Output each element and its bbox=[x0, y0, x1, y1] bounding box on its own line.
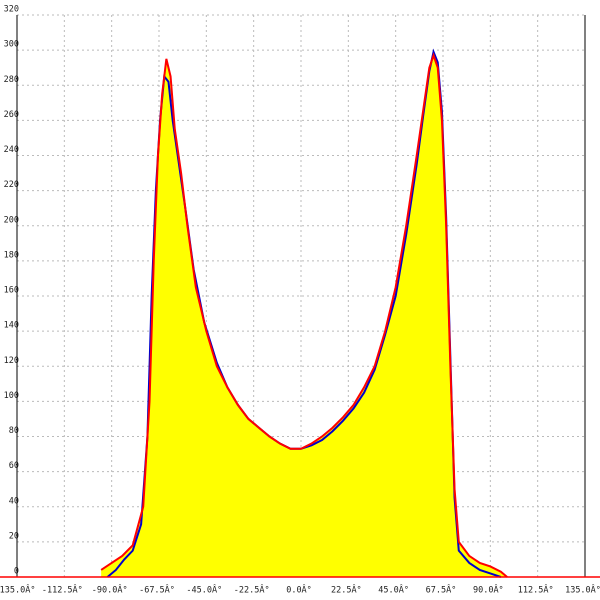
y-tick-label: 280 bbox=[4, 75, 19, 85]
y-tick-label: 20 bbox=[9, 531, 19, 541]
x-tick-label: -67.5Â° bbox=[139, 584, 175, 596]
x-tick-label: 22.5Â° bbox=[331, 584, 362, 596]
y-tick-label: 220 bbox=[4, 180, 19, 190]
y-tick-label: 140 bbox=[4, 321, 19, 331]
y-tick-label: 240 bbox=[4, 145, 19, 155]
area-fill bbox=[101, 55, 508, 578]
y-tick-label: 260 bbox=[4, 110, 19, 120]
y-tick-label: 120 bbox=[4, 356, 19, 366]
y-tick-label: 180 bbox=[4, 250, 19, 260]
y-tick-label: 60 bbox=[9, 461, 19, 471]
x-tick-label: 135.0Â° bbox=[565, 584, 600, 596]
y-tick-label: 320 bbox=[4, 5, 19, 15]
x-tick-label: -45.0Â° bbox=[186, 584, 222, 596]
y-tick-label: 200 bbox=[4, 215, 19, 225]
y-tick-label: 80 bbox=[9, 426, 19, 436]
x-tick-label: 90.0Â° bbox=[473, 584, 504, 596]
y-tick-label: 0 bbox=[14, 567, 19, 577]
x-tick-label: -135.0Â° bbox=[0, 584, 35, 596]
x-tick-label: -90.0Â° bbox=[92, 584, 128, 596]
y-tick-label: 300 bbox=[4, 40, 19, 50]
y-tick-label: 40 bbox=[9, 496, 19, 506]
y-tick-label: 100 bbox=[4, 391, 19, 401]
x-tick-label: 112.5Â° bbox=[518, 584, 554, 596]
y-tick-label: 160 bbox=[4, 286, 19, 296]
x-tick-label: -22.5Â° bbox=[234, 584, 270, 596]
series-line bbox=[100, 52, 508, 578]
x-tick-label: -112.5Â° bbox=[42, 584, 83, 596]
x-tick-label: 67.5Â° bbox=[426, 584, 457, 596]
x-tick-label: 0.0Â° bbox=[286, 584, 312, 596]
x-tick-label: 45.0Â° bbox=[378, 584, 409, 596]
